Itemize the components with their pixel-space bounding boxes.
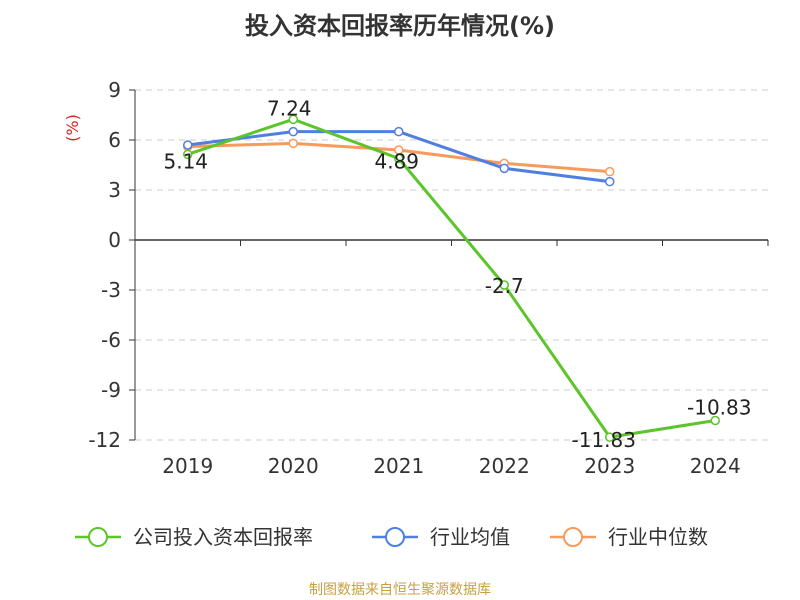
- series-point-2: [288, 138, 298, 149]
- data-label: 5.14: [163, 149, 208, 173]
- series-point-0: [710, 415, 720, 426]
- series-point-1: [499, 163, 509, 174]
- y-tick-label: 0: [108, 228, 121, 252]
- y-tick-label: 3: [108, 178, 121, 202]
- series-lines: [183, 114, 720, 442]
- y-tick-labels: 9 6 3 0 -3 -6 -9 -12: [88, 78, 121, 452]
- series-point-1: [288, 126, 298, 137]
- data-label: 7.24: [267, 96, 312, 120]
- legend-swatch-marker: [88, 527, 108, 547]
- y-tick-label: 9: [108, 78, 121, 102]
- data-label: -10.83: [687, 396, 751, 420]
- axes: [134, 90, 769, 440]
- legend-swatch-marker: [563, 527, 583, 547]
- x-tick-label: 2024: [690, 454, 741, 478]
- series-point-0: [499, 280, 509, 290]
- legend-label: 公司投入资本回报率: [133, 525, 313, 549]
- series-point-0: [288, 114, 298, 125]
- series-point-1: [605, 176, 615, 187]
- y-axis-label: (%): [63, 114, 82, 142]
- y-tick-label: -6: [101, 328, 121, 352]
- series-point-1: [394, 126, 404, 137]
- x-tick-label: 2019: [162, 454, 213, 478]
- series-point-2: [605, 166, 615, 177]
- chart-title: 投入资本回报率历年情况(%): [245, 12, 555, 40]
- series-point-0: [394, 153, 404, 164]
- y-tick-label: -9: [101, 378, 121, 402]
- y-tick-label: -12: [88, 428, 121, 452]
- series-point-0: [183, 149, 193, 160]
- x-tick-label: 2020: [268, 454, 319, 478]
- gridlines: [129, 89, 768, 441]
- series-point-0: [605, 432, 615, 442]
- legend-label: 行业中位数: [608, 525, 708, 549]
- legend-swatch-marker: [385, 527, 405, 547]
- legend: 公司投入资本回报率 行业均值 行业中位数: [75, 525, 708, 549]
- data-label: -2.7: [485, 274, 524, 298]
- data-label: -11.83: [572, 428, 636, 452]
- x-tick-label: 2022: [479, 454, 530, 478]
- series-line-0: [187, 117, 716, 439]
- data-label: 4.89: [374, 150, 419, 174]
- source-note: 制图数据来自恒生聚源数据库: [309, 582, 491, 598]
- y-tick-label: 6: [108, 128, 121, 152]
- x-tick-label: 2021: [373, 454, 424, 478]
- series-point-1: [183, 140, 193, 150]
- legend-label: 行业均值: [430, 525, 510, 549]
- x-tick-labels: 2019 2020 2021 2022 2023 2024: [162, 454, 740, 478]
- x-tick-label: 2023: [584, 454, 635, 478]
- data-labels: 5.14 7.24 4.89 -2.7 -11.83 -10.83: [163, 96, 751, 452]
- y-tick-label: -3: [101, 278, 121, 302]
